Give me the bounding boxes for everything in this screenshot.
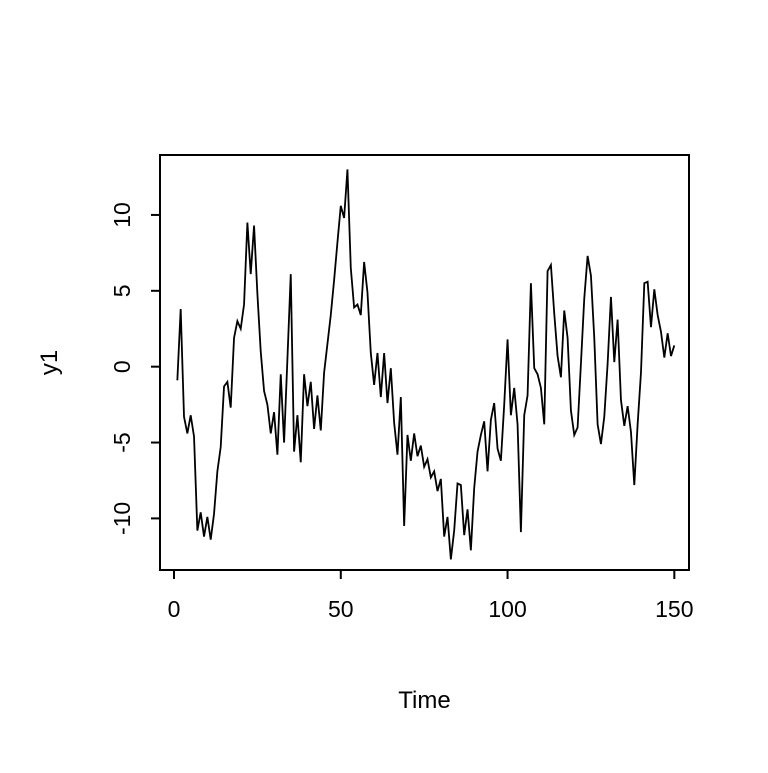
- y-tick-label: 5: [109, 284, 135, 297]
- y-tick-label: 0: [109, 360, 135, 373]
- y-tick-label: 10: [109, 202, 135, 228]
- axis-ticks: 0 50 100 150 -10 -5 0 5 10: [109, 202, 693, 622]
- x-tick-label: 100: [488, 596, 526, 622]
- x-tick-label: 150: [655, 596, 693, 622]
- x-tick-label: 0: [168, 596, 181, 622]
- y-tick-label: -5: [109, 432, 135, 452]
- y1-series-line: [176, 169, 676, 560]
- x-tick-label: 50: [328, 596, 354, 622]
- plot-box-border: [159, 154, 690, 571]
- y-tick-label: -10: [109, 502, 135, 535]
- series-group: [176, 169, 676, 560]
- y-axis-title: y1: [36, 350, 63, 375]
- x-axis-title: Time: [398, 687, 450, 714]
